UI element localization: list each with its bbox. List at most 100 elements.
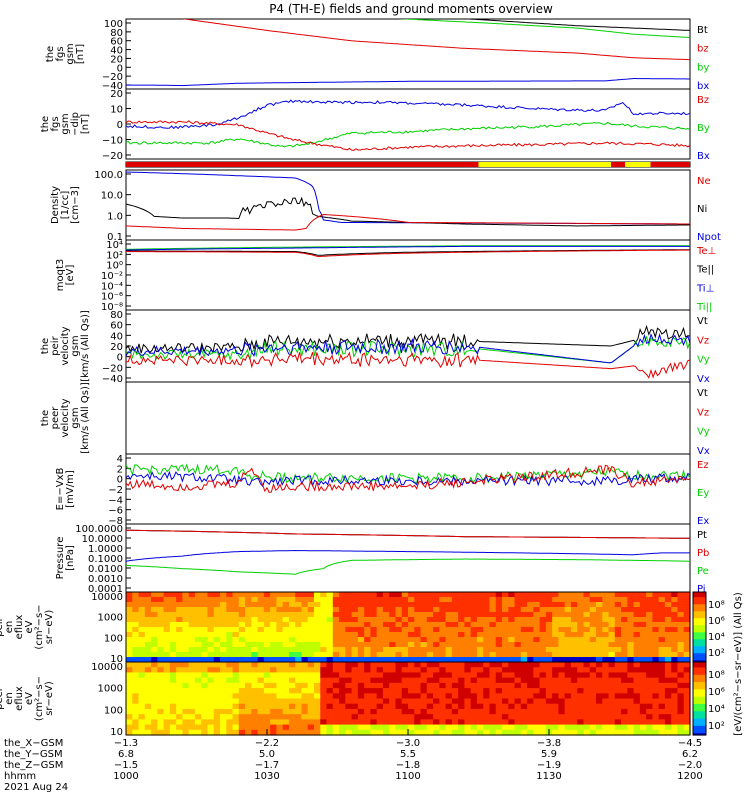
y-tick-label: 80	[110, 310, 123, 321]
spectrogram-cell	[226, 682, 234, 689]
spectrogram-cell	[464, 597, 472, 603]
spectrogram-cell	[213, 662, 221, 668]
spectrogram-cell	[633, 647, 641, 653]
spectrogram-cell	[476, 667, 484, 674]
spectrogram-cell	[395, 642, 403, 648]
spectrogram-cell	[220, 597, 227, 603]
spectrogram-cell	[144, 612, 152, 618]
spectrogram-cell	[282, 622, 290, 628]
spectrogram-cell	[608, 602, 616, 608]
spectrogram-cell	[138, 703, 146, 710]
spectrogram-cell	[439, 602, 447, 608]
spectrogram-cell	[245, 672, 252, 679]
spectrogram-cell	[163, 703, 171, 710]
spectrogram-cell	[364, 719, 371, 726]
spectrogram-cell	[314, 632, 321, 638]
spectrogram-cell	[245, 627, 252, 633]
spectrogram-cell	[652, 642, 660, 648]
spectrogram-cell	[151, 632, 158, 638]
spectrogram-cell	[652, 652, 660, 658]
spectrogram-cell	[251, 597, 259, 603]
spectrogram-cell	[439, 719, 447, 726]
spectrogram-cell	[483, 642, 491, 648]
spectrogram-cell	[520, 627, 528, 633]
spectrogram-cell	[664, 597, 672, 603]
spectrogram-cell	[527, 657, 534, 663]
spectrogram-cell	[671, 693, 679, 700]
spectrogram-cell	[207, 672, 215, 679]
spectrogram-cell	[270, 682, 277, 689]
spectrogram-cell	[339, 672, 346, 679]
spectrogram-cell	[157, 647, 165, 653]
spectrogram-cell	[589, 703, 597, 710]
spectrogram-cell	[169, 729, 177, 736]
spectrogram-cell	[677, 662, 685, 668]
spectrogram-cell	[451, 677, 459, 684]
spectrogram-cell	[621, 592, 628, 598]
spectrogram-cell	[520, 652, 528, 658]
spectrogram-cell	[320, 703, 328, 710]
spectrogram-cell	[426, 672, 434, 679]
spectrogram-cell	[502, 688, 509, 694]
spectrogram-cell	[251, 617, 259, 623]
spectrogram-cell	[677, 677, 685, 684]
spectrogram-cell	[382, 729, 390, 736]
spectrogram-cell	[245, 682, 252, 689]
spectrogram-cell	[621, 652, 628, 658]
spectrogram-cell	[514, 642, 522, 648]
spectrogram-cell	[426, 698, 434, 705]
spectrogram-cell	[596, 698, 603, 705]
spectrogram-cell	[608, 617, 616, 623]
legend-entry: Vx	[697, 374, 710, 385]
spectrogram-cell	[357, 652, 365, 658]
spectrogram-cell	[495, 703, 503, 710]
spectrogram-cell	[533, 693, 541, 700]
spectrogram-cell	[307, 652, 315, 658]
spectrogram-cell	[420, 597, 428, 603]
spectrogram-cell	[132, 714, 140, 720]
spectrogram-cell	[364, 714, 371, 720]
spectrogram-cell	[470, 617, 478, 623]
spectrogram-cell	[583, 724, 591, 731]
spectrogram-cell	[445, 632, 453, 638]
spectrogram-cell	[464, 714, 472, 720]
spectrogram-cell	[483, 622, 491, 628]
spectrogram-cell	[652, 637, 660, 643]
spectrogram-cell	[652, 617, 660, 623]
spectrogram-cell	[627, 632, 635, 638]
spectrogram-cell	[476, 637, 484, 643]
spectrogram-cell	[395, 632, 403, 638]
x-tick-value: −1.9	[537, 760, 561, 771]
spectrogram-cell	[464, 682, 472, 689]
spectrogram-cell	[445, 622, 453, 628]
spectrogram-cell	[263, 652, 271, 658]
spectrogram-cell	[169, 703, 177, 710]
spectrogram-cell	[495, 724, 503, 731]
spectrogram-cell	[157, 729, 165, 736]
spectrogram-cell	[213, 612, 221, 618]
spectrogram-cell	[671, 612, 679, 618]
spectrogram-cell	[163, 627, 171, 633]
spectrogram-cell	[583, 719, 591, 726]
colorbar-tick-label: 10⁸	[708, 670, 725, 681]
spectrogram-cell	[364, 597, 371, 603]
spectrogram-cell	[163, 607, 171, 613]
spectrogram-cell	[470, 672, 478, 679]
spectrogram-cell	[458, 729, 465, 736]
spectrogram-cell	[621, 719, 628, 726]
spectrogram-cell	[395, 719, 403, 726]
spectrogram-cell	[382, 672, 390, 679]
spectrogram-cell	[658, 677, 666, 684]
spectrogram-cell	[621, 698, 628, 705]
spectrogram-cell	[182, 667, 190, 674]
spectrogram-cell	[169, 682, 177, 689]
spectrogram-cell	[502, 682, 509, 689]
spectrogram-cell	[326, 617, 334, 623]
spectrogram-cell	[664, 662, 672, 668]
spectrogram-cell	[552, 607, 559, 613]
spectrogram-cell	[520, 647, 528, 653]
spectrogram-cell	[376, 652, 384, 658]
spectrogram-cell	[451, 617, 459, 623]
legend-entry: Vy	[697, 427, 710, 438]
spectrogram-cell	[307, 682, 315, 689]
